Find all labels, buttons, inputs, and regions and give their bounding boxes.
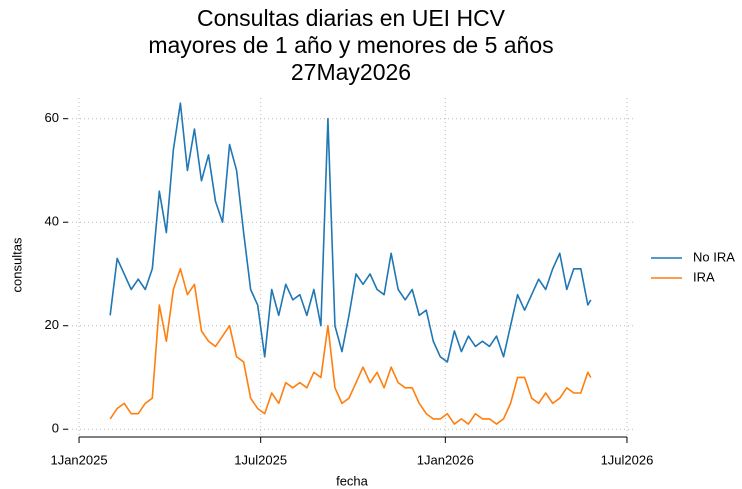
chart-title: Consultas diarias en UEI HCV: [197, 5, 506, 31]
x-tick-label: 1Jan2026: [417, 452, 474, 467]
chart-title: mayores de 1 año y menores de 5 años: [148, 32, 553, 58]
x-tick-label: 1Jul2026: [601, 452, 654, 467]
y-axis-label: consultas: [9, 237, 24, 292]
legend-label: IRA: [693, 269, 715, 284]
chart-title: 27May2026: [291, 59, 411, 85]
series-line: [109, 267, 592, 425]
x-tick-label: 1Jul2025: [234, 452, 287, 467]
legend-label: No IRA: [693, 249, 735, 264]
series-line: [109, 102, 592, 363]
y-tick-label: 0: [52, 421, 59, 436]
y-tick-label: 20: [45, 317, 59, 332]
x-tick-label: 1Jan2025: [50, 452, 107, 467]
x-axis-label: fecha: [336, 473, 369, 488]
y-tick-label: 40: [45, 214, 59, 229]
y-tick-label: 60: [45, 110, 59, 125]
